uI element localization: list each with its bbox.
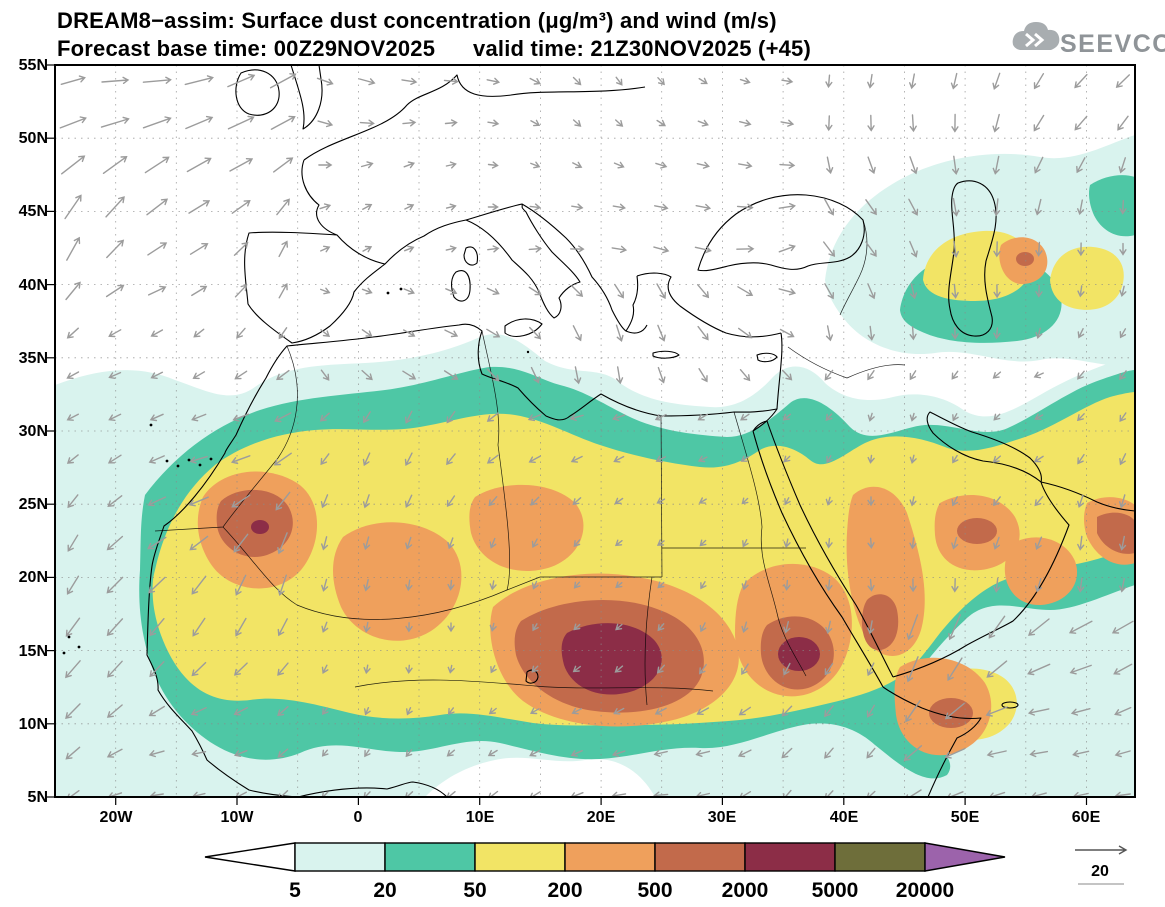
lat-label: 20N: [19, 569, 48, 586]
logo-text: SEEVCCC: [1060, 30, 1165, 58]
colorbar-segment-above-max: [924, 842, 1006, 872]
colorbar-label: 5: [289, 879, 301, 902]
figure-title: DREAM8−assim: Surface dust concentration…: [57, 8, 777, 33]
colorbar-label: 2000: [722, 879, 769, 902]
lon-label: 40E: [830, 809, 859, 826]
colorbar-segment: [834, 842, 926, 872]
wind-reference: 20: [1075, 845, 1128, 885]
colorbar-segment: [654, 842, 746, 872]
lon-label: 0: [354, 809, 363, 826]
colorbar-segment: [564, 842, 656, 872]
wind-reference-label: 20: [1091, 863, 1109, 880]
colorbar: 5 20 50 200 500 2000 5000 20000: [204, 842, 1006, 902]
lat-label: 35N: [19, 350, 48, 367]
cloud-icon: [1012, 22, 1060, 50]
lat-label: 55N: [19, 57, 48, 74]
wind-arrows: [59, 72, 1134, 797]
colorbar-segment: [384, 842, 476, 872]
lat-axis: 55N 50N 45N 40N 35N 30N 25N 20N 15N 10N …: [19, 57, 48, 806]
lat-label: 15N: [19, 643, 48, 660]
lon-label: 10W: [221, 809, 255, 826]
colorbar-label: 500: [637, 879, 672, 902]
colorbar-segment: [294, 842, 386, 872]
lat-label: 30N: [19, 423, 48, 440]
seevccc-logo: SEEVCCC: [1012, 22, 1165, 58]
lat-label: 50N: [19, 130, 48, 147]
lon-label: 20W: [100, 809, 134, 826]
lon-label: 50E: [951, 809, 980, 826]
lon-label: 30E: [708, 809, 737, 826]
colorbar-label: 200: [547, 879, 582, 902]
lat-label: 25N: [19, 496, 48, 513]
lon-label: 10E: [466, 809, 495, 826]
lon-label: 20E: [587, 809, 616, 826]
lat-label: 40N: [19, 277, 48, 294]
lat-label: 10N: [19, 716, 48, 733]
lon-axis: 20W 10W 0 10E 20E 30E 40E 50E 60E: [100, 809, 1101, 826]
graticule-gridlines: [55, 65, 1135, 797]
dust-concentration-layers: [55, 135, 1135, 797]
colorbar-label: 20: [373, 879, 396, 902]
axis-ticks: [47, 64, 1088, 805]
colorbar-segment-below-min: [204, 842, 296, 872]
colorbar-segment: [744, 842, 836, 872]
lat-label: 45N: [19, 203, 48, 220]
colorbar-label: 5000: [812, 879, 859, 902]
lon-label: 60E: [1072, 809, 1101, 826]
wind-reference-arrow-icon: [1075, 845, 1128, 855]
lat-label: 5N: [28, 789, 48, 806]
figure-subtitle: Forecast base time: 00Z29NOV2025 valid t…: [57, 36, 812, 61]
colorbar-label: 50: [463, 879, 486, 902]
colorbar-segment: [474, 842, 566, 872]
colorbar-label: 20000: [896, 879, 954, 902]
